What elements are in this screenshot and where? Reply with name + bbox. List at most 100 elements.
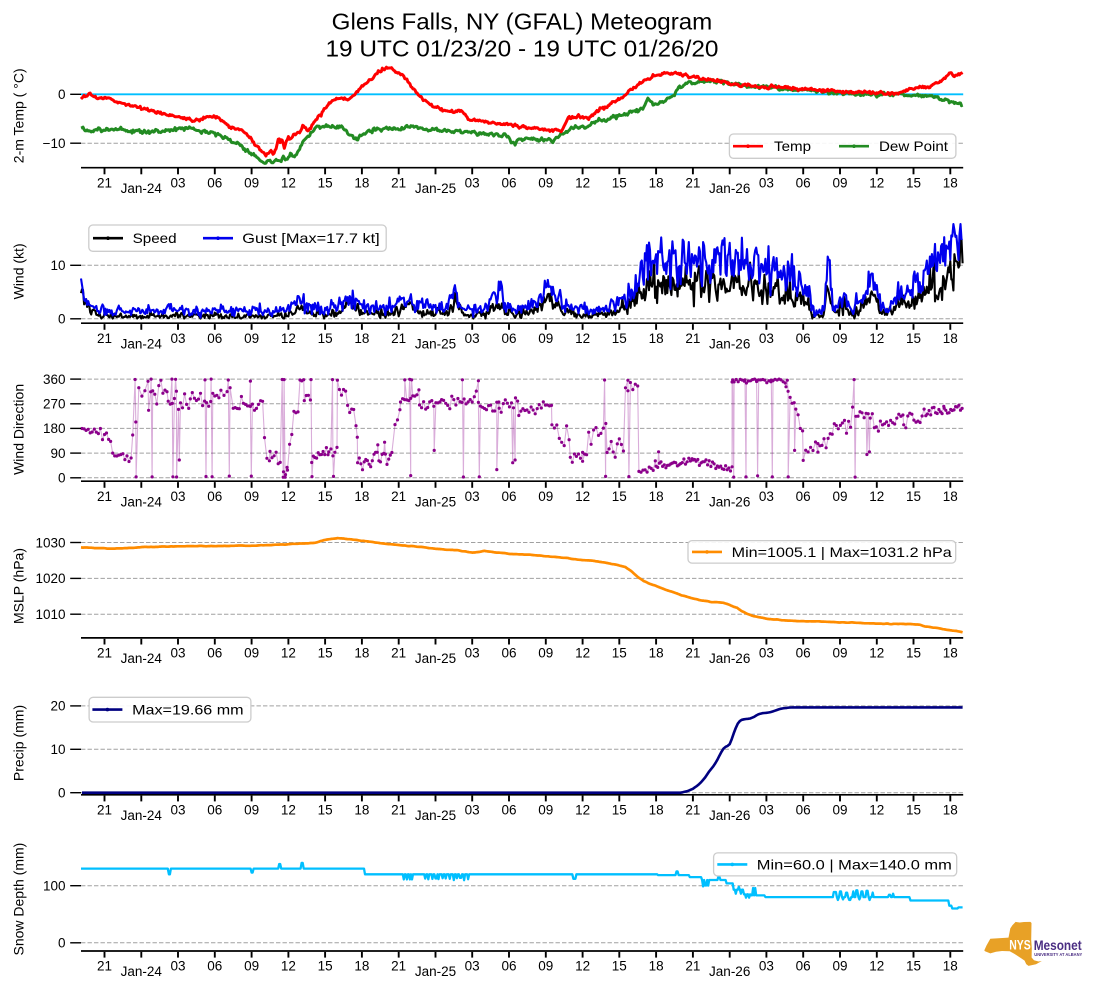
svg-text:21: 21 bbox=[685, 959, 700, 974]
svg-text:15: 15 bbox=[612, 331, 627, 346]
svg-text:03: 03 bbox=[759, 803, 774, 818]
svg-text:15: 15 bbox=[318, 175, 333, 190]
svg-text:Jan-25: Jan-25 bbox=[415, 494, 456, 509]
svg-text:03: 03 bbox=[465, 175, 480, 190]
svg-text:03: 03 bbox=[170, 331, 185, 346]
svg-text:Jan-26: Jan-26 bbox=[709, 336, 750, 351]
svg-text:18: 18 bbox=[354, 175, 369, 190]
svg-text:0: 0 bbox=[58, 786, 66, 801]
svg-text:15: 15 bbox=[612, 959, 627, 974]
svg-text:21: 21 bbox=[97, 331, 112, 346]
svg-text:09: 09 bbox=[832, 489, 847, 504]
svg-text:15: 15 bbox=[906, 489, 921, 504]
svg-text:21: 21 bbox=[391, 959, 406, 974]
svg-text:03: 03 bbox=[170, 489, 185, 504]
svg-text:15: 15 bbox=[318, 959, 333, 974]
svg-text:15: 15 bbox=[318, 489, 333, 504]
svg-text:06: 06 bbox=[796, 646, 811, 661]
svg-text:09: 09 bbox=[538, 331, 553, 346]
svg-text:Mesonet: Mesonet bbox=[1034, 937, 1082, 953]
svg-text:06: 06 bbox=[501, 803, 516, 818]
svg-text:18: 18 bbox=[943, 803, 958, 818]
svg-text:270: 270 bbox=[43, 397, 66, 412]
svg-text:09: 09 bbox=[244, 489, 259, 504]
svg-text:18: 18 bbox=[649, 803, 664, 818]
svg-text:03: 03 bbox=[465, 959, 480, 974]
svg-text:Jan-24: Jan-24 bbox=[121, 964, 163, 979]
svg-text:Wind Direction: Wind Direction bbox=[11, 384, 27, 475]
svg-text:06: 06 bbox=[207, 175, 222, 190]
svg-text:18: 18 bbox=[943, 175, 958, 190]
svg-text:12: 12 bbox=[869, 803, 884, 818]
svg-text:10: 10 bbox=[50, 258, 65, 273]
svg-text:06: 06 bbox=[796, 489, 811, 504]
svg-text:09: 09 bbox=[538, 803, 553, 818]
svg-text:03: 03 bbox=[759, 331, 774, 346]
svg-text:12: 12 bbox=[575, 175, 590, 190]
svg-text:Gust [Max=17.7 kt]: Gust [Max=17.7 kt] bbox=[242, 230, 379, 246]
svg-text:Min=1005.1 | Max=1031.2 hPa: Min=1005.1 | Max=1031.2 hPa bbox=[732, 544, 952, 560]
svg-text:Dew Point: Dew Point bbox=[879, 138, 948, 154]
svg-text:Jan-26: Jan-26 bbox=[709, 494, 750, 509]
svg-text:15: 15 bbox=[612, 803, 627, 818]
svg-text:2-m Temp ( °C): 2-m Temp ( °C) bbox=[11, 68, 27, 163]
svg-text:03: 03 bbox=[465, 803, 480, 818]
svg-text:09: 09 bbox=[244, 175, 259, 190]
svg-text:20: 20 bbox=[50, 699, 65, 714]
svg-text:1020: 1020 bbox=[35, 571, 65, 586]
svg-text:18: 18 bbox=[354, 489, 369, 504]
svg-text:Jan-25: Jan-25 bbox=[415, 181, 456, 196]
svg-text:21: 21 bbox=[391, 175, 406, 190]
svg-text:15: 15 bbox=[318, 646, 333, 661]
svg-text:03: 03 bbox=[170, 175, 185, 190]
svg-text:Jan-26: Jan-26 bbox=[709, 808, 750, 823]
svg-text:09: 09 bbox=[244, 959, 259, 974]
svg-text:Snow Depth (mm): Snow Depth (mm) bbox=[11, 843, 27, 956]
svg-text:15: 15 bbox=[906, 331, 921, 346]
svg-text:06: 06 bbox=[796, 803, 811, 818]
svg-text:18: 18 bbox=[943, 331, 958, 346]
svg-text:09: 09 bbox=[832, 646, 847, 661]
svg-text:21: 21 bbox=[685, 489, 700, 504]
svg-text:03: 03 bbox=[170, 959, 185, 974]
svg-text:Max=19.66 mm: Max=19.66 mm bbox=[132, 702, 244, 718]
svg-text:03: 03 bbox=[465, 646, 480, 661]
svg-text:Jan-26: Jan-26 bbox=[709, 964, 750, 979]
svg-text:06: 06 bbox=[207, 646, 222, 661]
svg-text:15: 15 bbox=[906, 175, 921, 190]
svg-text:15: 15 bbox=[906, 803, 921, 818]
svg-text:12: 12 bbox=[281, 489, 296, 504]
svg-text:Jan-24: Jan-24 bbox=[121, 808, 163, 823]
svg-text:21: 21 bbox=[685, 331, 700, 346]
svg-text:12: 12 bbox=[869, 646, 884, 661]
svg-text:Glens Falls, NY (GFAL) Meteogr: Glens Falls, NY (GFAL) Meteogram bbox=[332, 9, 713, 35]
svg-text:Speed: Speed bbox=[133, 230, 177, 246]
svg-text:09: 09 bbox=[832, 331, 847, 346]
svg-text:18: 18 bbox=[649, 489, 664, 504]
svg-text:12: 12 bbox=[575, 489, 590, 504]
svg-text:09: 09 bbox=[244, 646, 259, 661]
svg-text:21: 21 bbox=[97, 175, 112, 190]
svg-text:21: 21 bbox=[97, 489, 112, 504]
svg-text:09: 09 bbox=[538, 646, 553, 661]
svg-text:12: 12 bbox=[281, 331, 296, 346]
svg-text:18: 18 bbox=[649, 646, 664, 661]
svg-text:15: 15 bbox=[612, 646, 627, 661]
svg-text:21: 21 bbox=[685, 175, 700, 190]
svg-text:06: 06 bbox=[501, 489, 516, 504]
svg-text:06: 06 bbox=[207, 959, 222, 974]
svg-text:06: 06 bbox=[501, 175, 516, 190]
svg-text:18: 18 bbox=[354, 331, 369, 346]
svg-text:18: 18 bbox=[354, 803, 369, 818]
svg-text:09: 09 bbox=[538, 959, 553, 974]
svg-text:06: 06 bbox=[501, 331, 516, 346]
svg-text:Jan-25: Jan-25 bbox=[415, 336, 456, 351]
svg-text:Min=60.0 | Max=140.0 mm: Min=60.0 | Max=140.0 mm bbox=[757, 856, 952, 872]
svg-text:03: 03 bbox=[170, 646, 185, 661]
svg-text:06: 06 bbox=[207, 803, 222, 818]
svg-text:0: 0 bbox=[58, 87, 66, 102]
svg-text:12: 12 bbox=[869, 489, 884, 504]
svg-text:−10: −10 bbox=[43, 136, 66, 151]
svg-text:Precip (mm): Precip (mm) bbox=[11, 705, 27, 781]
svg-text:06: 06 bbox=[796, 959, 811, 974]
